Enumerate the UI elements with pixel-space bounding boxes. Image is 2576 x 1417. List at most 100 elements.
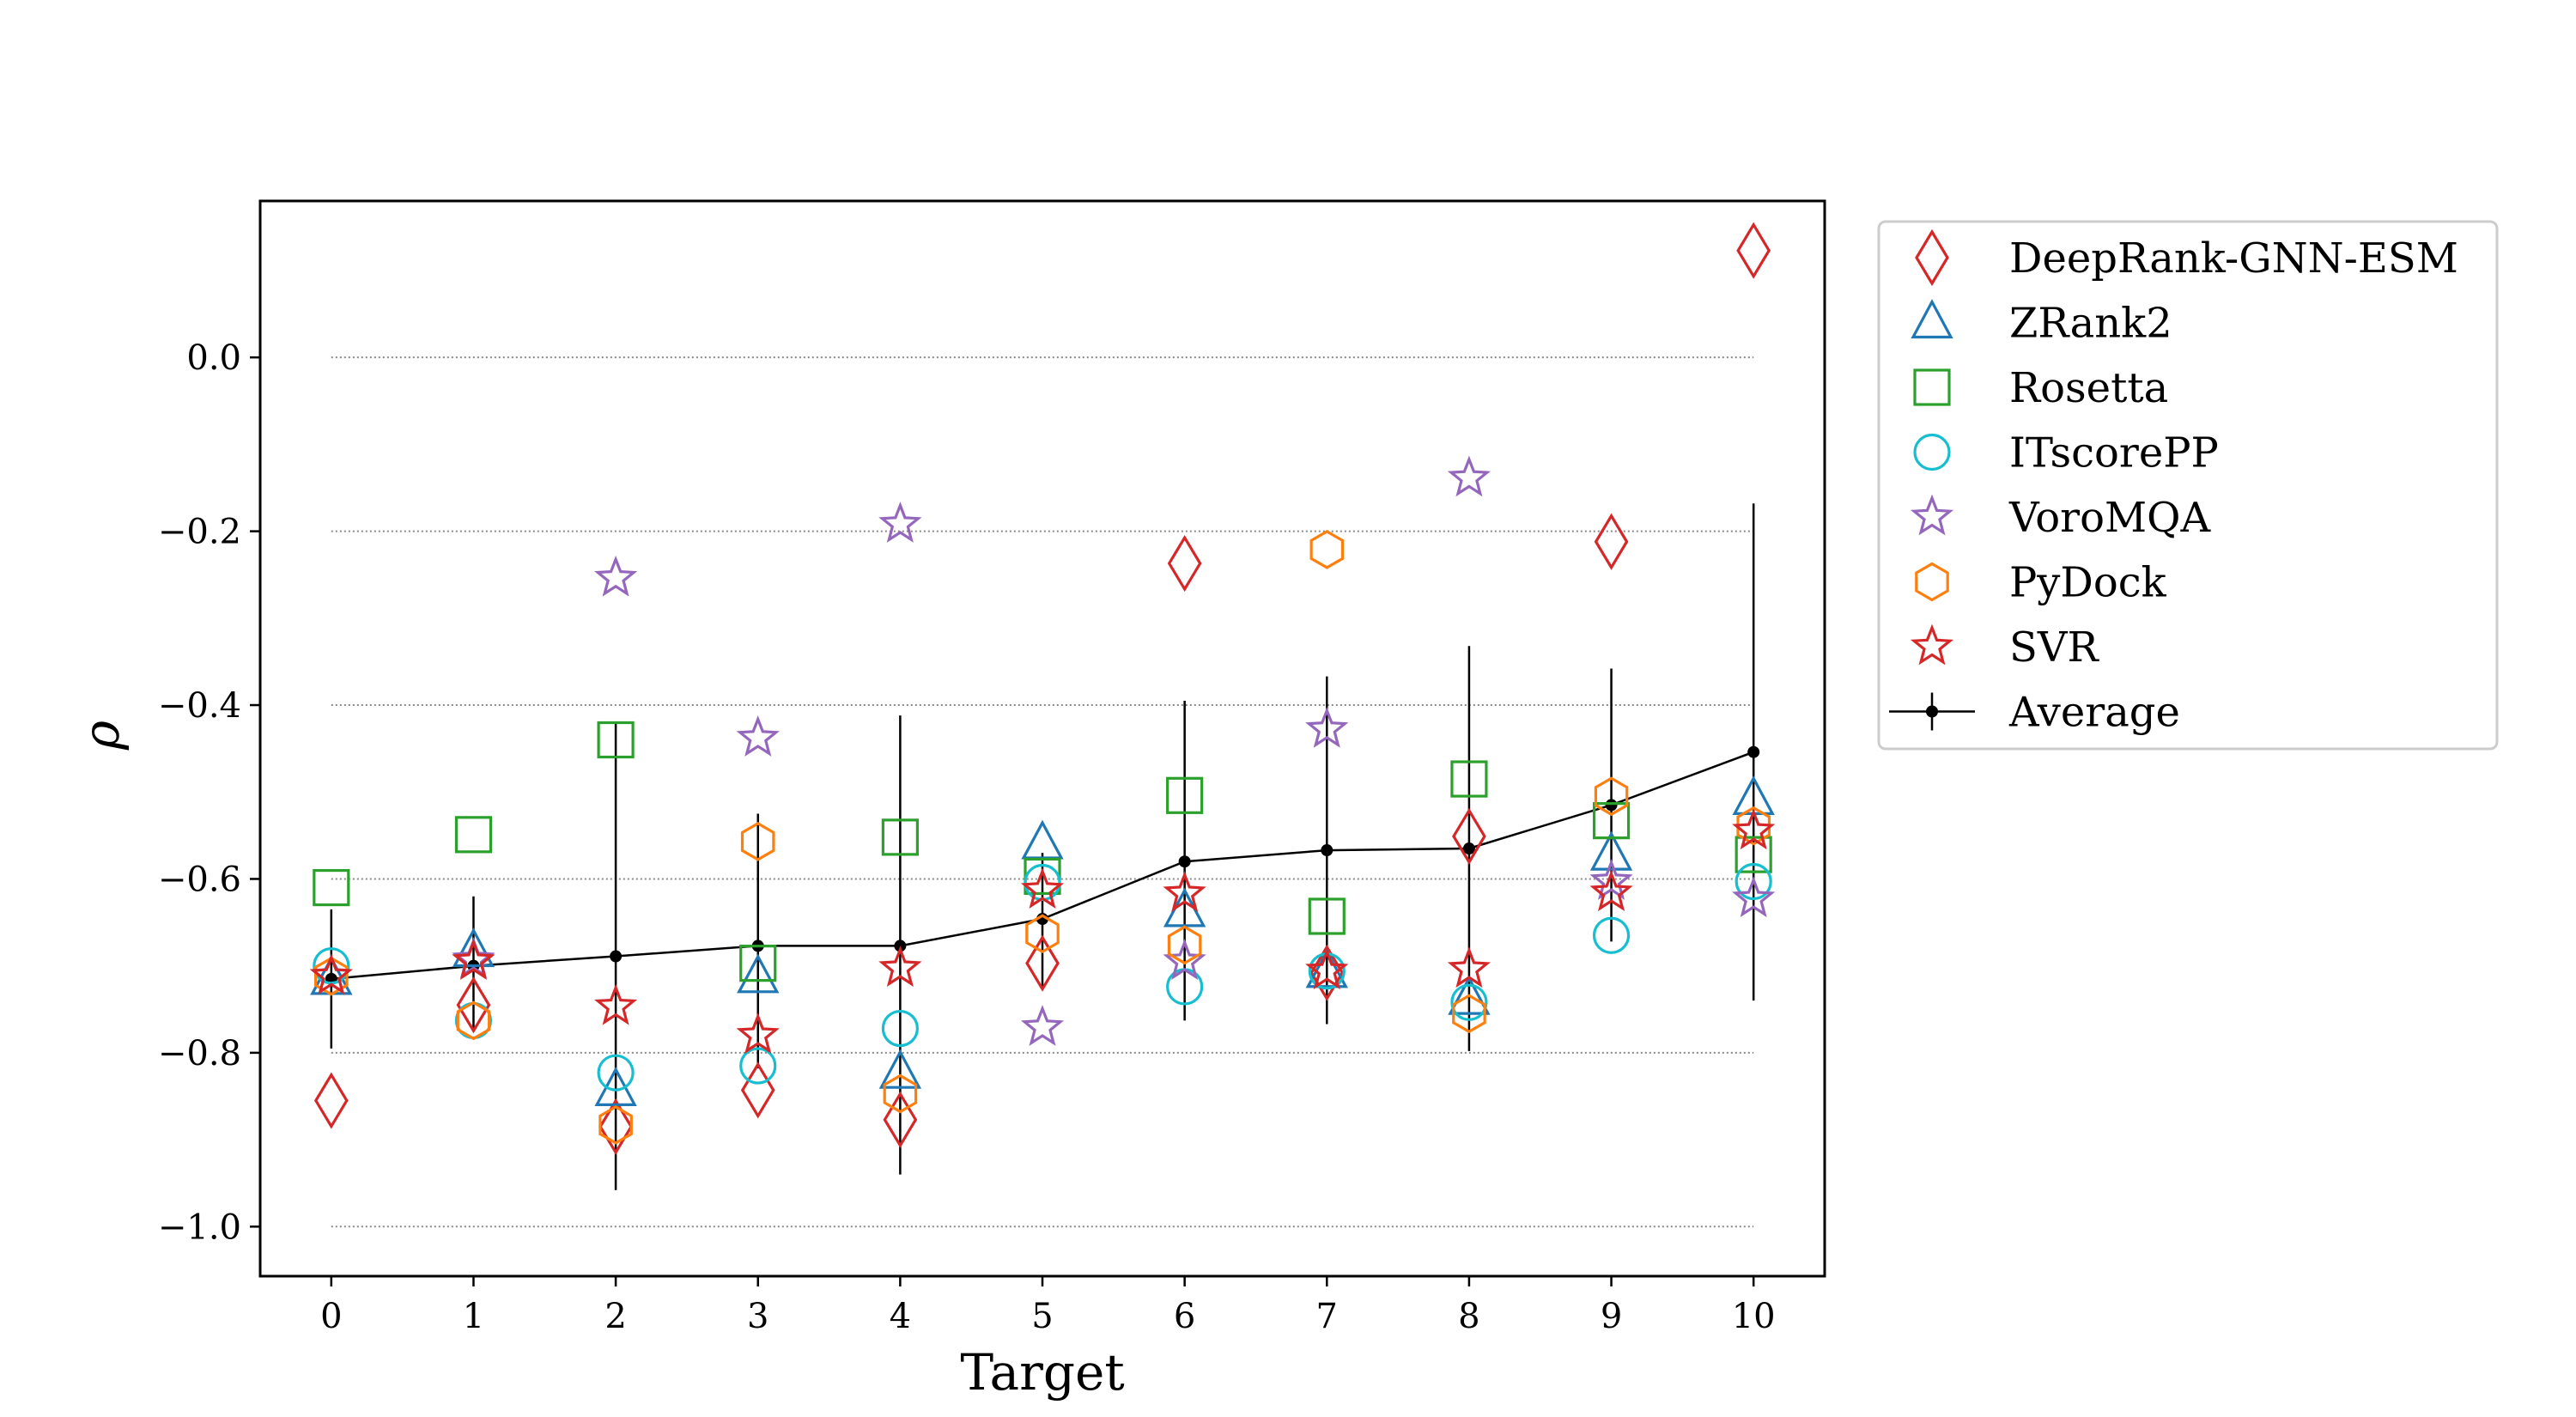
x-tick-label: 6 [1174,1297,1195,1336]
marker-pydock [1594,776,1629,817]
marker-deeprank-gnn-esm [1594,513,1629,570]
marker-zrank2 [878,1049,922,1089]
marker-deeprank-gnn-esm [1736,222,1771,279]
legend-marker-itscorepp [1913,433,1951,471]
marker-itscorepp [739,1047,777,1085]
legend-point-average [1926,705,1938,718]
marker-rosetta [881,818,919,856]
marker-voromqa [1020,1005,1065,1046]
marker-pydock [1736,806,1771,846]
gridlines [331,356,1754,1228]
marker-rosetta [1166,776,1204,814]
x-tick-label: 9 [1601,1297,1622,1336]
average-point [1178,855,1191,868]
x-tick-label: 0 [320,1297,342,1336]
marker-zrank2 [1589,830,1633,871]
x-axis-label: Target [960,1343,1124,1402]
marker-deeprank-gnn-esm [456,976,491,1034]
x-tick-label: 3 [747,1297,769,1336]
marker-pydock [456,1000,491,1041]
marker-rosetta [597,721,635,759]
average-point [1321,844,1334,857]
marker-itscorepp [881,1009,919,1048]
legend-label-pydock: PyDock [2009,559,2167,607]
x-tick-label: 1 [463,1297,484,1336]
marker-pydock [1309,530,1345,569]
marker-svr [594,983,638,1025]
marker-svr [878,946,922,988]
marker-svr [1020,867,1065,909]
legend-marker-voromqa [1910,494,1954,536]
legend: DeepRank-GNN-ESM ZRank2 Rosetta ITscorePP Vo… [1877,220,2499,751]
average-point [610,950,623,963]
marker-rosetta [1308,897,1346,935]
y-tick-label: −0.2 [158,513,241,552]
y-tick-label: −1.0 [158,1207,241,1247]
x-tick-label: 7 [1316,1297,1338,1336]
marker-voromqa [736,715,780,757]
average-point [1462,842,1475,855]
marker-deeprank-gnn-esm [740,1061,775,1119]
marker-svr [736,1013,780,1054]
marker-itscorepp [1735,862,1772,901]
y-tick-label: −0.4 [158,686,241,726]
marker-deeprank-gnn-esm [598,1098,633,1156]
average-point [1747,745,1760,758]
marker-pydock [883,1073,918,1114]
data-markers [309,222,1776,1156]
average-point [1605,799,1618,812]
marker-svr [1732,808,1776,850]
x-tick-label: 5 [1031,1297,1053,1336]
marker-zrank2 [1305,948,1348,988]
marker-itscorepp [1450,983,1488,1021]
marker-voromqa [1305,707,1349,748]
marker-voromqa [1447,455,1491,497]
marker-pydock [1452,994,1486,1034]
marker-voromqa [1732,876,1776,918]
marker-zrank2 [737,953,780,994]
marker-itscorepp [1592,916,1631,954]
legend-marker-deeprank-gnn-esm [1915,228,1949,287]
marker-deeprank-gnn-esm [1167,534,1202,593]
marker-deeprank-gnn-esm [883,1091,918,1148]
marker-pydock [314,956,349,996]
marker-svr [309,953,353,995]
y-tick-label: 0.0 [186,338,241,378]
marker-zrank2 [1448,975,1491,1015]
legend-marker-rosetta [1913,368,1951,406]
marker-rosetta [1592,802,1631,840]
plot-frame [258,199,1826,1278]
marker-rosetta [313,868,350,907]
marker-voromqa [452,937,495,978]
marker-deeprank-gnn-esm [313,1072,349,1129]
marker-svr [1305,948,1349,990]
legend-box [1877,220,2499,751]
marker-pydock [1167,925,1202,965]
marker-svr [1163,871,1206,913]
marker-rosetta [1735,836,1772,873]
marker-zrank2 [452,927,495,968]
legend-label-voromqa: VoroMQA [2008,494,2212,542]
marker-pydock [1025,914,1060,954]
legend-label-average: Average [2008,689,2180,737]
legend-label-zrank2: ZRank2 [2009,300,2172,348]
marker-rosetta [454,816,493,854]
marker-voromqa [878,502,922,543]
legend-label-svr: SVR [2009,623,2100,672]
y-tick-label: −0.8 [158,1034,241,1073]
legend-marker-pydock [1915,562,1949,602]
marker-pydock [740,822,775,861]
y-tick-label: −0.6 [158,860,241,899]
y-axis-label: ρ [72,721,131,751]
marker-svr [452,939,495,980]
marker-svr [1589,870,1633,912]
marker-rosetta [1450,760,1488,798]
marker-deeprank-gnn-esm [1452,807,1486,865]
legend-label-rosetta: Rosetta [2009,364,2168,412]
x-tick-label: 2 [605,1297,626,1336]
error-bars [330,503,1755,1190]
legend-marker-zrank2 [1911,299,1953,339]
x-tick-label: 4 [890,1297,911,1336]
marker-voromqa [1589,859,1633,900]
marker-rosetta [739,945,777,982]
